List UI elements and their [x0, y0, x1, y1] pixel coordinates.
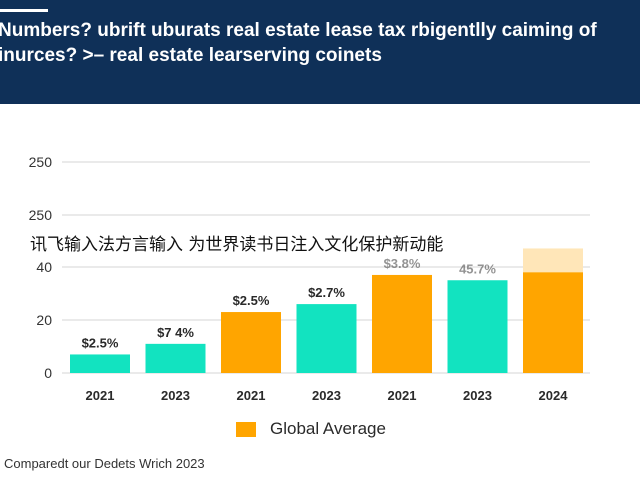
x-tick-label: 2023 [312, 388, 341, 403]
y-tick-label: 250 [29, 154, 53, 170]
bar [70, 354, 130, 373]
chart-title: Numbers? ubrift uburats real estate leas… [0, 20, 597, 66]
bar [296, 304, 357, 373]
x-tick-label: 2024 [539, 388, 569, 403]
x-tick-label: 2021 [388, 388, 417, 403]
header-banner: Numbers? ubrift uburats real estate leas… [0, 0, 640, 104]
legend-label-global-average: Global Average [270, 419, 386, 438]
bar [372, 274, 432, 373]
y-tick-label: 0 [44, 365, 52, 381]
bar [447, 280, 508, 373]
y-tick-label: 20 [36, 312, 52, 328]
x-tick-label: 2023 [161, 388, 190, 403]
bar [523, 272, 583, 373]
x-tick-label: 2021 [86, 388, 115, 403]
data-label: 45.7% [459, 261, 496, 276]
data-label: $2.5% [82, 335, 119, 350]
legend-swatch-global-average [236, 421, 256, 437]
y-tick-label: 250 [29, 207, 53, 223]
bar-chart: 250 250 40 20 0 $2.5% 2021 $7 4% 2023 $2.5% 2021 $2… [29, 154, 590, 403]
x-tick-label: 2021 [237, 388, 266, 403]
overlay-caption: 讯飞输入法方言输入 为世界读书日注入文化保护新动能 [30, 235, 444, 255]
y-tick-label: 40 [36, 259, 52, 275]
x-tick-label: 2023 [463, 388, 492, 403]
bar [221, 312, 281, 373]
accent-line [0, 9, 48, 12]
data-label: $2.5% [233, 293, 270, 308]
data-label: $7 4% [157, 325, 194, 340]
legend: Global Average [236, 419, 386, 439]
data-label: $2.7% [308, 285, 345, 300]
bar-extension [523, 248, 583, 273]
footer-source-note: Comparedt our Dedets Wrich 2023 [4, 456, 205, 471]
bar [145, 343, 206, 373]
data-label: $3.8% [384, 256, 421, 271]
